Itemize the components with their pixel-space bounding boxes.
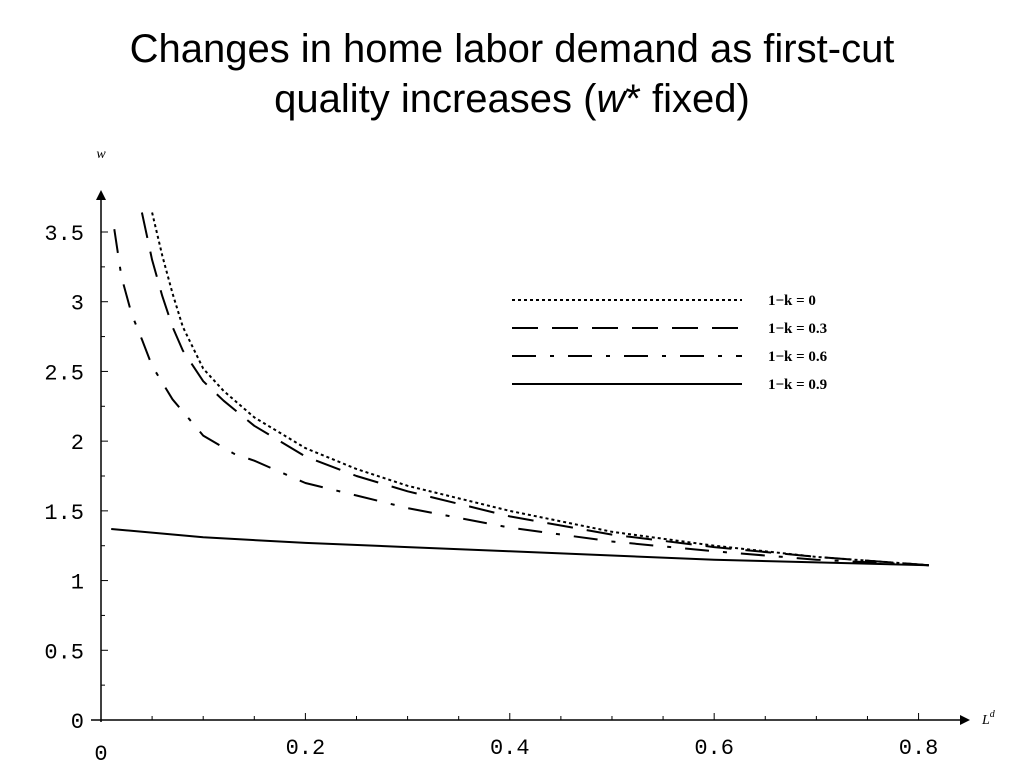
y-tick-label: 0 [71,710,84,735]
y-tick-label: 1.5 [44,501,84,526]
x-axis-title-base: L [981,713,990,728]
title-line-1: Changes in home labor demand as first-cu… [129,27,895,71]
series-group [111,212,929,567]
y-tick-label: 3.5 [44,222,84,247]
x-axis-title-superscript: d [990,709,996,720]
slide-title: Changes in home labor demand as first-cu… [0,24,1024,124]
y-tick-label: 2 [71,431,84,456]
x-tick-label: 0.6 [694,736,734,761]
legend-label-3: 1−k = 0.9 [768,377,827,393]
series-line-3 [111,528,929,567]
title-line-2-prefix: quality increases ( [274,77,597,121]
y-tick-label: 0.5 [44,640,84,665]
y-tick-label: 1 [71,571,84,596]
title-line-2: quality increases (w* fixed) [0,74,1024,124]
series-line-1 [140,212,929,567]
x-tick-label: 0.4 [490,736,530,761]
legend-label-1: 1−k = 0.3 [768,321,827,337]
x-tick-label: 0.8 [899,736,939,761]
title-line-2-suffix: * fixed) [625,77,750,121]
x-axis-title: Ld [981,709,996,728]
legend-label-0: 1−k = 0 [768,293,816,309]
y-tick-label: 2.5 [44,361,84,386]
legend: 1−k = 0 1−k = 0.3 1−k = 0.6 1−k = 0.9 [512,293,828,393]
x-tick-label: 0.2 [286,736,326,761]
axes [91,190,970,725]
y-ticks: 0 0.5 1 1.5 2 2.5 3 3.5 [44,222,108,735]
title-variable: w [596,77,626,121]
legend-label-2: 1−k = 0.6 [768,349,828,365]
series-line-0 [151,212,929,567]
y-axis-title: w [96,147,106,162]
x-tick-label: 0 [94,742,107,767]
x-ticks: 0 0.2 0.4 0.6 0.8 [94,713,938,767]
y-tick-label: 3 [71,292,84,317]
series-line-2 [113,229,929,567]
